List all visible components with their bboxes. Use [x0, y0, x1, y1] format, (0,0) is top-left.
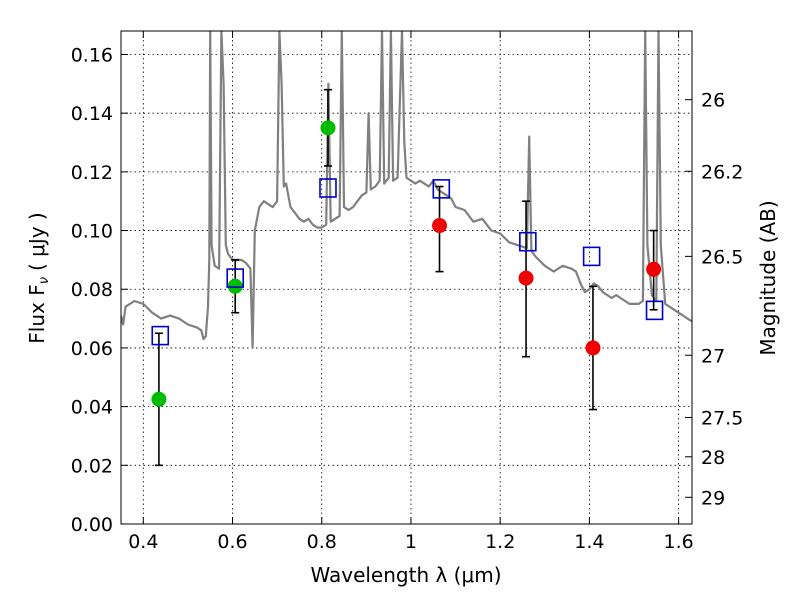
y-tick-label: 0.10 [71, 221, 113, 243]
right-tick-label: 27 [701, 345, 725, 367]
right-tick-label: 29 [701, 487, 725, 509]
model-box [645, 300, 664, 321]
grid-lines [121, 31, 692, 525]
model-box [319, 178, 337, 198]
y-axis-title-sub: ν [37, 277, 52, 284]
y-tick-label: 0.06 [71, 338, 113, 360]
spectrum-layer [121, 31, 692, 349]
y-tick-label: 0.16 [71, 44, 113, 66]
y-tick-label: 0.02 [71, 455, 113, 477]
y-axis-title-unit: ( μJy ) [25, 212, 49, 271]
y-axis-title: Flux Fν ( μJy ) [25, 212, 52, 343]
y-axis-title-group: Flux Fν ( μJy ) [25, 212, 52, 343]
plot-frame [120, 30, 693, 525]
y-tick-label: 0.12 [71, 162, 113, 184]
x-axis-title: Wavelength λ (μm) [310, 563, 501, 587]
x-tick-label: 1.6 [664, 531, 694, 553]
x-axis: 0.4 0.6 0.8 1 1.2 1.4 1.6 [128, 31, 694, 553]
right-tick-label: 26 [701, 90, 725, 112]
x-tick-label: 1.2 [485, 531, 515, 553]
y-axis-right: 26 26.2 26.5 27 27.5 28 29 [685, 90, 743, 509]
model-box [519, 231, 537, 252]
model-box [582, 246, 601, 267]
data-point-red [646, 261, 662, 277]
data-point-green [320, 120, 336, 136]
data-point-red [585, 340, 601, 356]
model-box [432, 179, 451, 199]
model-box [151, 325, 170, 346]
y-tick-label: 0.04 [71, 397, 113, 419]
x-tick-label: 0.6 [217, 531, 247, 553]
y-axis-title-main: Flux F [25, 284, 49, 343]
y-axis-right-title-group: Magnitude (AB) [756, 200, 780, 355]
y-axis-left: 0.00 0.02 0.04 0.06 0.08 0.10 0.12 0.14 0.16 [71, 44, 128, 536]
model-box [226, 268, 244, 288]
right-tick-label: 26.2 [701, 161, 743, 183]
model-box-layer [151, 178, 664, 346]
x-tick-label: 0.4 [128, 531, 158, 553]
right-tick-label: 26.5 [701, 246, 743, 268]
right-tick-label: 27.5 [701, 407, 743, 429]
right-tick-label: 28 [701, 447, 725, 469]
spectrum-line [121, 31, 692, 349]
x-tick-label: 0.8 [307, 531, 337, 553]
errorbar-layer [154, 88, 658, 467]
y-tick-label: 0.00 [71, 514, 113, 536]
data-point-red [518, 270, 534, 286]
data-point-green [151, 391, 167, 407]
x-tick-label: 1.4 [574, 531, 604, 553]
y-tick-label: 0.14 [71, 103, 113, 125]
data-point-red [432, 218, 448, 234]
y-tick-label: 0.08 [71, 279, 113, 301]
y-axis-right-title: Magnitude (AB) [756, 200, 780, 355]
x-tick-label: 1 [405, 531, 417, 553]
